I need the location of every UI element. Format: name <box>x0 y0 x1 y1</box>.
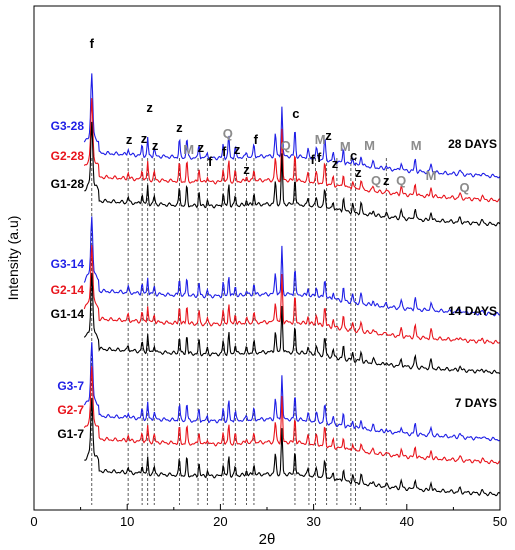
peak-annotation: z <box>176 120 183 135</box>
peak-annotation: z <box>141 131 148 146</box>
group-label: 7 DAYS <box>455 396 497 410</box>
peak-annotation: Q <box>281 138 291 153</box>
peak-annotation: c <box>350 148 357 163</box>
series-label: G2-28 <box>51 149 85 163</box>
series-label: G1-14 <box>51 307 85 321</box>
peak-annotation: z <box>152 138 159 153</box>
peak-annotation: M <box>340 139 351 154</box>
peak-annotation: f <box>254 132 259 147</box>
peak-annotation: Q <box>371 173 381 188</box>
trace-g3-14 <box>83 216 500 317</box>
trace-g3-7 <box>83 342 500 442</box>
peak-annotation: z <box>234 142 241 157</box>
series-label: G3-7 <box>57 379 84 393</box>
x-tick-label: 20 <box>213 514 227 529</box>
series-label: G2-14 <box>51 283 85 297</box>
reference-lines <box>91 158 387 505</box>
peak-annotation: z <box>146 100 153 115</box>
x-tick-label: 30 <box>306 514 320 529</box>
peak-annotation: M <box>315 132 326 147</box>
trace-g1-7 <box>84 397 501 497</box>
peak-annotation: z <box>198 140 205 155</box>
x-tick-label: 0 <box>30 514 37 529</box>
peak-annotation: f <box>208 154 213 169</box>
series-label: G2-7 <box>57 403 84 417</box>
series-label: G1-7 <box>57 427 84 441</box>
peak-annotation: f <box>310 152 315 167</box>
x-tick-label: 10 <box>120 514 134 529</box>
series-label: G3-14 <box>51 257 85 271</box>
trace-g2-28 <box>83 98 500 203</box>
series-label: G1-28 <box>51 177 85 191</box>
trace-g3-28 <box>83 73 501 179</box>
peak-annotation: M <box>183 142 194 157</box>
peak-annotation: M <box>411 138 422 153</box>
peak-annotation: z <box>383 173 390 188</box>
peak-annotation: M <box>426 168 437 183</box>
peak-annotation: Q <box>396 173 406 188</box>
series-labels: G3-28 G2-28 G1-28 G3-14 G2-14 G1-14 G3-7 G2-7 G1… <box>51 119 85 441</box>
trace-g1-14 <box>83 272 500 375</box>
x-tick-label: 40 <box>400 514 414 529</box>
peak-annotation: Q <box>460 180 470 195</box>
peak-annotation: z <box>126 132 133 147</box>
peak-annotation: z <box>325 128 332 143</box>
peak-annotation: M <box>364 138 375 153</box>
peak-annotation: z <box>332 156 339 171</box>
group-label: 28 DAYS <box>448 137 497 151</box>
group-label: 14 DAYS <box>448 304 497 318</box>
peak-annotation: Q <box>223 126 233 141</box>
peak-annotation: c <box>292 106 299 121</box>
peak-annotation: z <box>243 162 250 177</box>
x-tick-label: 50 <box>493 514 507 529</box>
plot-frame <box>33 5 501 511</box>
x-axis-ticks: 0 10 20 30 40 50 <box>30 504 507 529</box>
peak-annotation: z <box>355 165 362 180</box>
trace-g2-7 <box>83 366 501 465</box>
trace-g1-28 <box>84 121 501 227</box>
diffraction-traces <box>83 73 501 497</box>
x-axis-label: 2θ <box>259 531 276 548</box>
series-label: G3-28 <box>51 119 85 133</box>
trace-g2-14 <box>83 245 500 345</box>
peak-annotation: f <box>317 150 322 165</box>
y-axis-label: Intensity (a.u) <box>5 216 21 301</box>
peak-annotation: f <box>90 36 95 51</box>
peak-annotation: f <box>222 144 227 159</box>
group-labels: 28 DAYS 14 DAYS 7 DAYS <box>448 137 497 410</box>
